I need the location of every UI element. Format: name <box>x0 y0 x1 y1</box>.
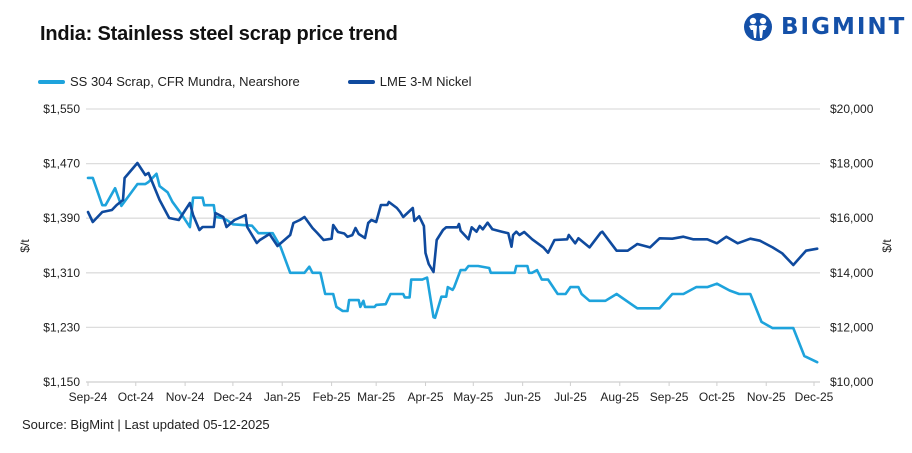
x-tick-label: May-25 <box>453 390 493 404</box>
source-note: Source: BigMint | Last updated 05-12-202… <box>22 417 270 432</box>
lme-nickel-line <box>86 161 819 274</box>
right-tick-label: $12,000 <box>830 320 874 334</box>
legend-swatch-nickel <box>347 79 375 84</box>
legend-item-ss304: SS 304 Scrap, CFR Mundra, Nearshore <box>38 74 300 89</box>
x-axis: Sep-24 Oct-24 Nov-24 Dec-24 Jan-25 Feb-25 Mar-… <box>69 382 834 404</box>
right-axis-ticks: $10,000 $12,000 $14,000 $16,000 $18,000 $20,0… <box>830 102 874 389</box>
x-tick-label: Feb-25 <box>313 390 351 404</box>
legend-item-nickel: LME 3-M Nickel <box>347 74 472 89</box>
x-tick-label: Dec-24 <box>214 390 253 404</box>
x-tick-label: Oct-24 <box>118 390 154 404</box>
x-tick-label: Sep-24 <box>69 390 108 404</box>
right-tick-label: $10,000 <box>830 375 874 389</box>
right-tick-label: $18,000 <box>830 157 874 171</box>
x-tick-label: Mar-25 <box>357 390 395 404</box>
legend-label-ss304: SS 304 Scrap, CFR Mundra, Nearshore <box>70 74 300 89</box>
left-tick-label: $1,390 <box>43 211 80 225</box>
x-tick-label: Nov-25 <box>747 390 786 404</box>
right-axis-label: $/t <box>880 239 894 253</box>
x-tick-label: Oct-25 <box>699 390 735 404</box>
right-tick-label: $20,000 <box>830 102 874 116</box>
x-tick-label: Aug-25 <box>600 390 639 404</box>
left-axis-ticks: $1,150 $1,230 $1,310 $1,390 $1,470 $1,550 <box>43 102 80 389</box>
left-tick-label: $1,230 <box>43 320 80 334</box>
left-tick-label: $1,470 <box>43 157 80 171</box>
x-tick-label: Jan-25 <box>264 390 301 404</box>
ss304-scrap-line <box>86 172 819 364</box>
x-tick-label: Apr-25 <box>408 390 444 404</box>
right-tick-label: $14,000 <box>830 266 874 280</box>
legend-swatch-ss304 <box>38 79 65 84</box>
legend: SS 304 Scrap, CFR Mundra, Nearshore LME … <box>38 74 520 89</box>
series-lines <box>86 161 819 364</box>
bigmint-logo: BIGMINT <box>743 12 906 42</box>
left-tick-label: $1,310 <box>43 266 80 280</box>
grid-lines <box>86 108 820 383</box>
x-tick-label: Sep-25 <box>650 390 689 404</box>
x-tick-label: Dec-25 <box>795 390 834 404</box>
left-tick-label: $1,150 <box>43 375 80 389</box>
x-tick-label: Nov-24 <box>166 390 205 404</box>
left-axis-label: $/t <box>18 239 32 253</box>
x-tick-label: Jun-25 <box>504 390 541 404</box>
left-tick-label: $1,550 <box>43 102 80 116</box>
logo-text: BIGMINT <box>781 14 907 40</box>
right-tick-label: $16,000 <box>830 211 874 225</box>
chart-title: India: Stainless steel scrap price trend <box>40 23 398 45</box>
legend-label-nickel: LME 3-M Nickel <box>379 74 472 89</box>
bigmint-logo-icon <box>744 13 772 41</box>
x-tick-label: Jul-25 <box>554 390 587 404</box>
